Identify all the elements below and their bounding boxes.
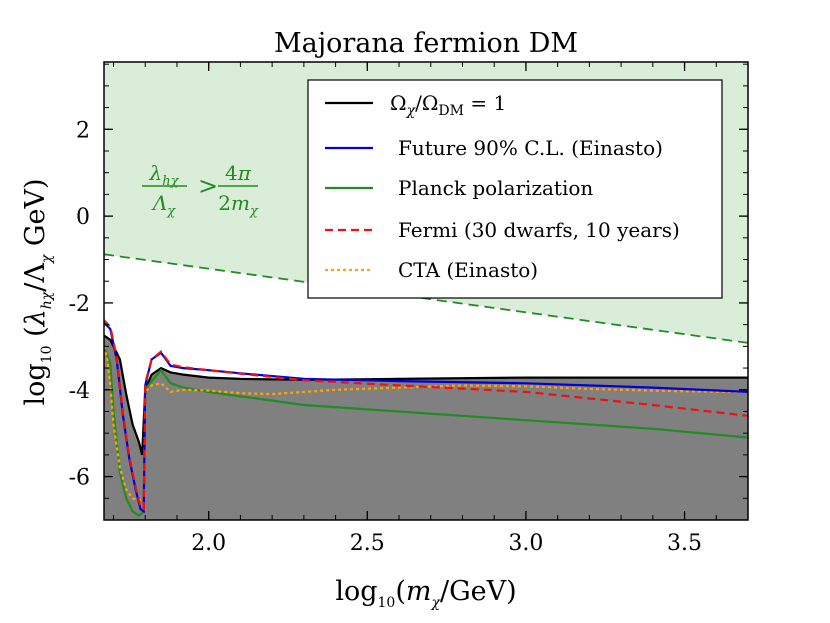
y-axis-label: log10 (λhχ/Λχ GeV) bbox=[20, 178, 55, 405]
plot-frame bbox=[103, 61, 749, 521]
legend-label-cta: CTA (Einasto) bbox=[398, 258, 538, 282]
series-relic-line bbox=[104, 334, 748, 456]
y-tick-label: -2 bbox=[69, 292, 90, 317]
y-tick-label: 2 bbox=[76, 118, 90, 143]
legend-label-fermi: Fermi (30 dwarfs, 10 years) bbox=[398, 218, 680, 242]
svg-text:2mχ: 2mχ bbox=[218, 191, 259, 219]
x-tick-label: 2.5 bbox=[350, 531, 385, 556]
y-tick-label: 0 bbox=[76, 205, 90, 230]
legend-label-planck: Planck polarization bbox=[398, 176, 593, 200]
y-axis-ticks: 2 0 -2 -4 -6 bbox=[69, 63, 748, 521]
x-tick-label: 3.0 bbox=[508, 531, 543, 556]
y-tick-label: -4 bbox=[69, 379, 90, 404]
x-tick-label: 2.0 bbox=[191, 531, 226, 556]
x-axis-ticks: 2.0 2.5 3.0 3.5 bbox=[113, 62, 749, 556]
series-cta-line bbox=[104, 346, 748, 502]
legend-box bbox=[307, 79, 723, 299]
svg-text:4π: 4π bbox=[225, 161, 252, 185]
legend: Ωχ/ΩDM = 1 Future 90% C.L. (Einasto) Pla… bbox=[307, 79, 723, 299]
relic-excluded-region bbox=[104, 335, 748, 520]
x-axis-label: log10(mχ/GeV) bbox=[335, 576, 516, 611]
chart-title: Majorana fermion DM bbox=[274, 28, 578, 59]
y-tick-label: -6 bbox=[69, 466, 90, 491]
svg-text:>: > bbox=[198, 172, 218, 200]
perturbativity-boundary-line bbox=[104, 253, 748, 344]
x-tick-label: 3.5 bbox=[667, 531, 702, 556]
series-planck-line bbox=[104, 346, 748, 518]
legend-label-future: Future 90% C.L. (Einasto) bbox=[398, 136, 663, 160]
series-fermi-line bbox=[104, 319, 748, 512]
region-label: λhχ Λχ > 4π 2mχ bbox=[142, 161, 259, 219]
legend-label-relic: Ωχ/ΩDM = 1 bbox=[390, 91, 506, 119]
